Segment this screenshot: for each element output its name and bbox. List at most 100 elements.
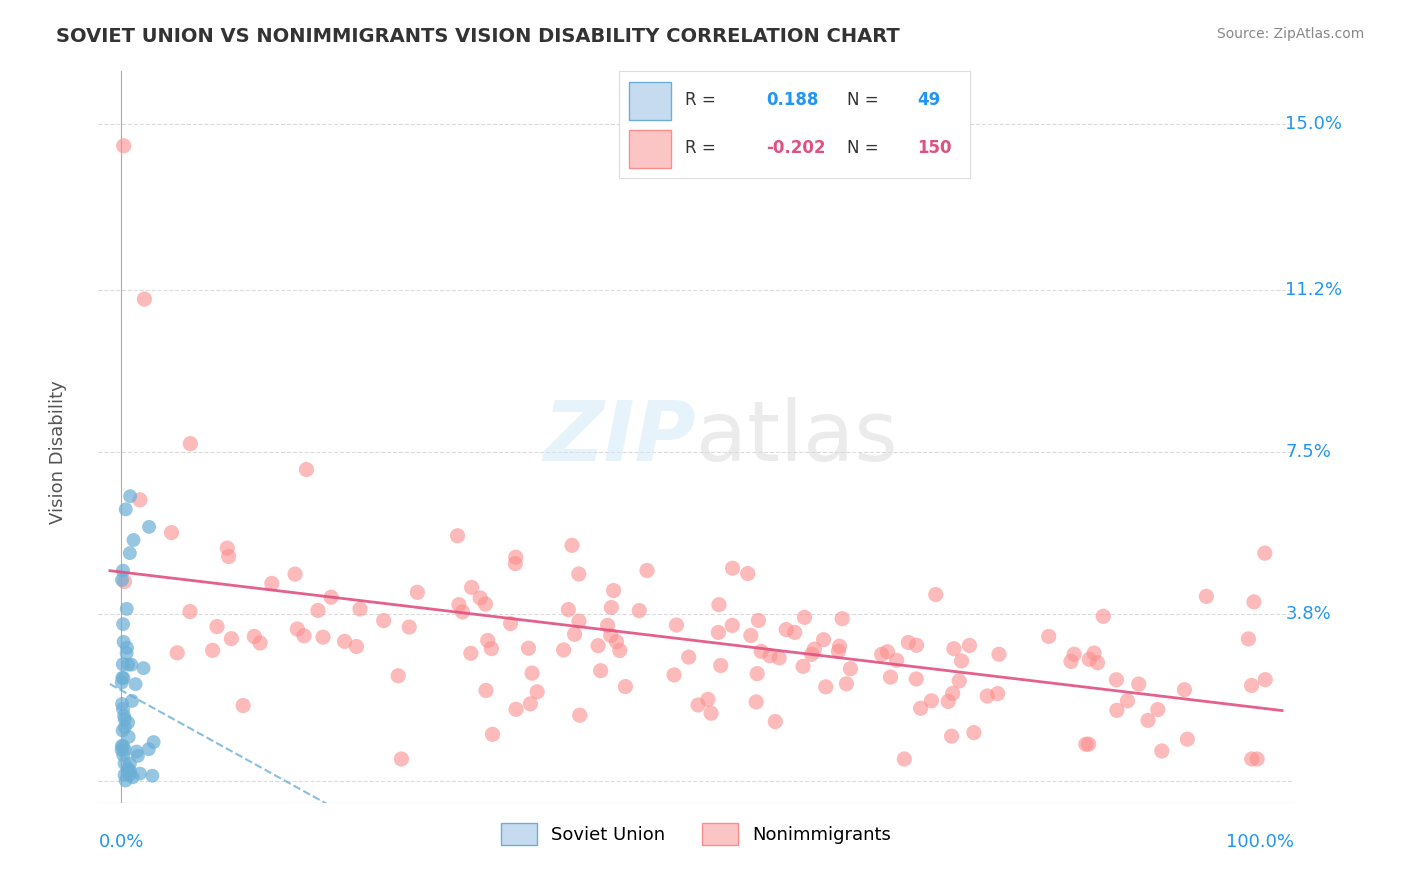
Nonimmigrants <box>876 645 898 659</box>
Nonimmigrants <box>988 648 1011 662</box>
Nonimmigrants <box>1128 677 1150 691</box>
Text: 49: 49 <box>917 91 941 109</box>
Text: N =: N = <box>846 91 879 109</box>
Nonimmigrants <box>557 602 579 616</box>
Nonimmigrants <box>470 591 492 605</box>
Nonimmigrants <box>925 588 948 602</box>
Nonimmigrants <box>568 567 591 582</box>
Nonimmigrants <box>976 689 998 703</box>
Nonimmigrants <box>941 729 963 743</box>
Soviet Union <box>127 748 149 763</box>
Nonimmigrants <box>1254 546 1277 560</box>
Soviet Union <box>142 735 165 749</box>
Nonimmigrants <box>763 714 786 729</box>
Nonimmigrants <box>1063 647 1085 661</box>
Nonimmigrants <box>526 685 548 699</box>
Nonimmigrants <box>460 581 482 595</box>
Nonimmigrants <box>792 659 814 673</box>
Soviet Union <box>118 730 141 744</box>
Soviet Union <box>125 745 148 759</box>
Text: 0.188: 0.188 <box>766 91 818 109</box>
Nonimmigrants <box>897 635 920 649</box>
Soviet Union <box>112 709 135 723</box>
Nonimmigrants <box>249 636 271 650</box>
Nonimmigrants <box>759 648 782 663</box>
Text: N =: N = <box>846 139 879 157</box>
Nonimmigrants <box>349 602 371 616</box>
Nonimmigrants <box>1074 737 1097 751</box>
Nonimmigrants <box>749 644 772 658</box>
Nonimmigrants <box>519 697 541 711</box>
Nonimmigrants <box>1087 656 1109 670</box>
Nonimmigrants <box>948 673 970 688</box>
Nonimmigrants <box>447 598 470 612</box>
Nonimmigrants <box>284 567 307 582</box>
Nonimmigrants <box>886 653 908 667</box>
Soviet Union <box>118 764 141 779</box>
Soviet Union <box>115 602 138 616</box>
Nonimmigrants <box>1083 646 1105 660</box>
Nonimmigrants <box>628 604 651 618</box>
Nonimmigrants <box>129 492 152 507</box>
Nonimmigrants <box>636 564 658 578</box>
Soviet Union <box>117 715 139 730</box>
Nonimmigrants <box>662 668 685 682</box>
Nonimmigrants <box>870 648 893 662</box>
Nonimmigrants <box>721 618 744 632</box>
Soviet Union <box>121 770 143 784</box>
Nonimmigrants <box>1060 654 1083 668</box>
Nonimmigrants <box>1105 703 1128 717</box>
Nonimmigrants <box>1092 609 1115 624</box>
Soviet Union <box>111 573 134 587</box>
Soviet Union <box>141 769 163 783</box>
Nonimmigrants <box>568 614 591 628</box>
Nonimmigrants <box>499 616 522 631</box>
Nonimmigrants <box>333 634 356 648</box>
Soviet Union <box>117 657 139 672</box>
Soviet Union <box>114 720 136 734</box>
Nonimmigrants <box>312 630 335 644</box>
Nonimmigrants <box>1137 714 1160 728</box>
Nonimmigrants <box>814 680 837 694</box>
Nonimmigrants <box>292 629 315 643</box>
Nonimmigrants <box>406 585 429 599</box>
Nonimmigrants <box>260 576 283 591</box>
Nonimmigrants <box>783 625 806 640</box>
Soviet Union <box>111 702 134 716</box>
FancyBboxPatch shape <box>630 82 672 120</box>
Text: SOVIET UNION VS NONIMMIGRANTS VISION DISABILITY CORRELATION CHART: SOVIET UNION VS NONIMMIGRANTS VISION DIS… <box>56 27 900 45</box>
Text: 11.2%: 11.2% <box>1285 281 1343 300</box>
Soviet Union <box>115 640 138 655</box>
Soviet Union <box>114 743 136 757</box>
Soviet Union <box>132 661 155 675</box>
Soviet Union <box>111 671 134 685</box>
Soviet Union <box>138 520 160 534</box>
Soviet Union <box>118 768 141 782</box>
Nonimmigrants <box>596 618 619 632</box>
Soviet Union <box>114 756 136 771</box>
Nonimmigrants <box>605 634 627 648</box>
Nonimmigrants <box>959 639 981 653</box>
Nonimmigrants <box>740 628 762 642</box>
Nonimmigrants <box>520 666 543 681</box>
Nonimmigrants <box>134 292 156 306</box>
Nonimmigrants <box>609 643 631 657</box>
Nonimmigrants <box>586 639 609 653</box>
Nonimmigrants <box>221 632 243 646</box>
Nonimmigrants <box>373 614 395 628</box>
Soviet Union <box>117 762 139 776</box>
Nonimmigrants <box>505 550 527 565</box>
Soviet Union <box>138 742 160 756</box>
Soviet Union <box>112 747 135 762</box>
Nonimmigrants <box>688 698 710 712</box>
Nonimmigrants <box>564 627 586 641</box>
Nonimmigrants <box>827 644 849 658</box>
Nonimmigrants <box>481 727 503 741</box>
Nonimmigrants <box>561 538 583 552</box>
Soviet Union <box>121 694 143 708</box>
Nonimmigrants <box>905 672 928 686</box>
Nonimmigrants <box>1243 595 1265 609</box>
Nonimmigrants <box>217 541 239 555</box>
Nonimmigrants <box>481 641 503 656</box>
Soviet Union <box>112 617 135 632</box>
